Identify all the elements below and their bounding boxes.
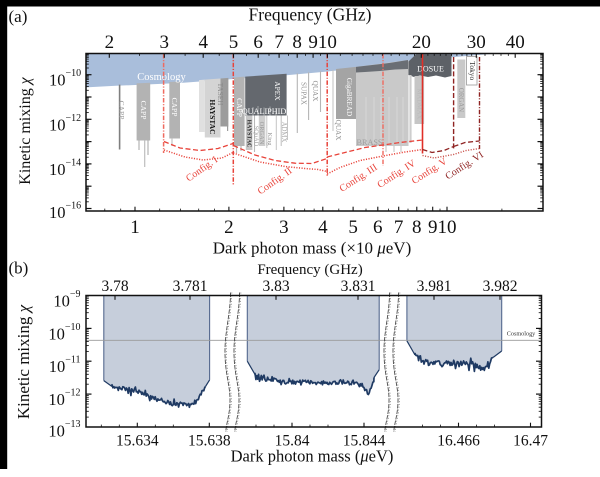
svg-text:CAPP: CAPP	[117, 101, 126, 120]
svg-text:HAYSTAC: HAYSTAC	[208, 100, 217, 135]
svg-text:Dark photon mass (μeV): Dark photon mass (μeV)	[231, 447, 394, 466]
svg-text:10: 10	[438, 217, 457, 238]
svg-text:5: 5	[229, 32, 239, 53]
svg-text:4: 4	[318, 217, 328, 238]
svg-text:3: 3	[279, 217, 289, 238]
svg-text:Frequency (GHz): Frequency (GHz)	[249, 5, 372, 25]
svg-text:30: 30	[467, 32, 486, 53]
svg-text:20: 20	[412, 32, 431, 53]
svg-text:BRASS: BRASS	[357, 138, 383, 147]
svg-text:3.981: 3.981	[417, 278, 452, 295]
svg-text:QUAX: QUAX	[334, 120, 342, 142]
svg-text:8: 8	[292, 32, 302, 53]
svg-text:SQuAD: SQuAD	[252, 126, 259, 147]
svg-text:16.47: 16.47	[513, 433, 548, 450]
svg-text:ADMX: ADMX	[280, 122, 287, 143]
svg-text:7: 7	[394, 217, 404, 238]
svg-text:5: 5	[348, 217, 358, 238]
svg-text:SUPAX: SUPAX	[300, 82, 308, 106]
svg-text:(b): (b)	[9, 259, 29, 278]
svg-text:DOSUE: DOSUE	[417, 65, 444, 74]
svg-text:MADMAX: MADMAX	[415, 89, 422, 120]
svg-text:Cosmology: Cosmology	[507, 331, 536, 338]
svg-text:4: 4	[198, 32, 208, 53]
svg-text:Kinetic mixing χ: Kinetic mixing χ	[14, 304, 33, 419]
svg-text:GigaBREAD: GigaBREAD	[345, 78, 353, 116]
svg-text:3.83: 3.83	[262, 278, 289, 295]
svg-text:ORGAN: ORGAN	[258, 122, 265, 145]
svg-text:2: 2	[105, 32, 115, 53]
svg-text:CAPP: CAPP	[235, 98, 244, 117]
svg-text:HAYSTAC: HAYSTAC	[245, 120, 251, 148]
svg-text:APEX: APEX	[273, 81, 282, 101]
svg-text:ORGAN: ORGAN	[457, 88, 464, 112]
svg-text:15.84: 15.84	[275, 433, 310, 450]
svg-text:3.78: 3.78	[101, 278, 128, 295]
svg-text:King: King	[266, 132, 273, 146]
svg-text:3: 3	[160, 32, 170, 53]
svg-text:QUALIPHIDE: QUALIPHIDE	[242, 107, 292, 116]
svg-text:Cosmology: Cosmology	[137, 72, 186, 83]
svg-text:3.982: 3.982	[483, 278, 518, 295]
svg-text:6: 6	[373, 217, 383, 238]
svg-text:9: 9	[428, 217, 438, 238]
svg-text:10: 10	[318, 32, 337, 53]
svg-text:(a): (a)	[9, 7, 28, 26]
svg-text:Dark photon mass (×10 μeV): Dark photon mass (×10 μeV)	[213, 239, 412, 258]
svg-text:40: 40	[506, 32, 525, 53]
svg-text:QUAX: QUAX	[311, 81, 319, 103]
svg-text:3.831: 3.831	[341, 278, 376, 295]
svg-text:CAPP: CAPP	[139, 101, 148, 120]
svg-text:15.638: 15.638	[188, 433, 231, 450]
svg-text:8: 8	[412, 217, 422, 238]
svg-text:15.844: 15.844	[343, 433, 386, 450]
svg-text:TASEH: TASEH	[216, 83, 224, 106]
svg-text:15.634: 15.634	[116, 433, 159, 450]
svg-text:Kinetic mixing χ: Kinetic mixing χ	[17, 76, 34, 184]
svg-text:2: 2	[224, 217, 234, 238]
svg-text:CAPP: CAPP	[170, 98, 179, 117]
svg-text:16.466: 16.466	[437, 433, 480, 450]
svg-text:Tokyo: Tokyo	[468, 61, 477, 80]
svg-text:3.781: 3.781	[173, 278, 208, 295]
svg-text:Frequency (GHz): Frequency (GHz)	[257, 262, 362, 278]
svg-text:9: 9	[308, 32, 318, 53]
svg-text:7: 7	[274, 32, 284, 53]
svg-text:6: 6	[253, 32, 263, 53]
svg-text:1: 1	[130, 217, 140, 238]
